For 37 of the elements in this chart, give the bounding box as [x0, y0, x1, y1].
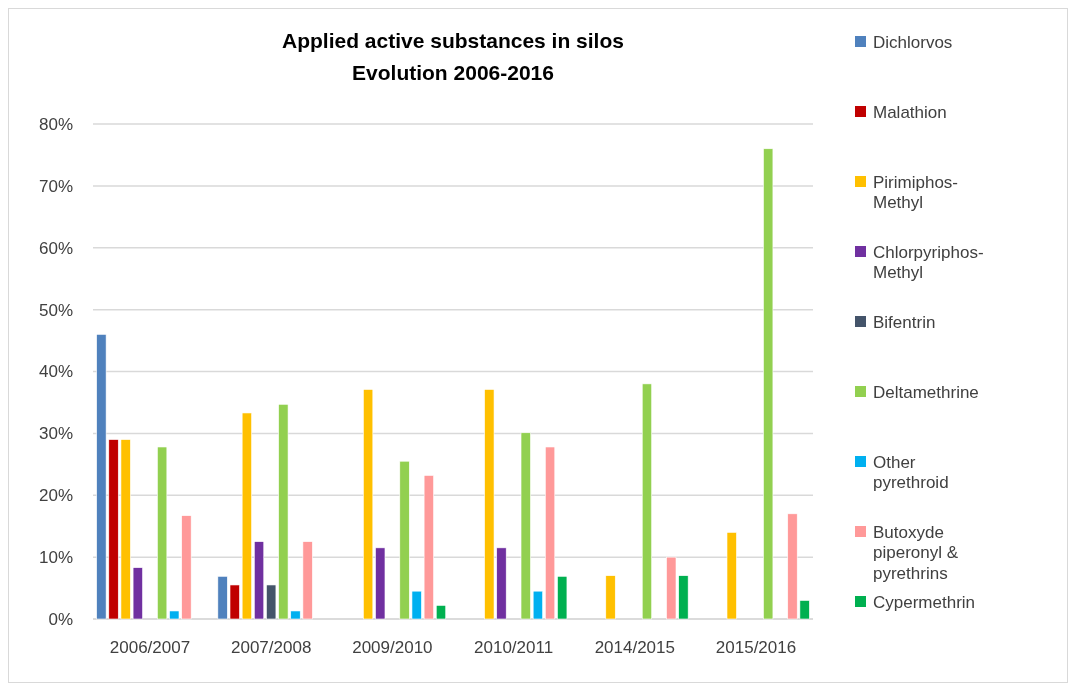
chart-title: Applied active substances in silos Evolution 2006-2016: [282, 29, 624, 84]
x-tick-label: 2007/2008: [230, 638, 312, 657]
y-tick-label: 60%: [38, 238, 73, 258]
x-tick-label: 2014/2015: [594, 638, 676, 657]
legend-label: Butoxyde piperonyl & pyrethrins: [873, 522, 959, 583]
bar: [375, 547, 386, 620]
y-tick-label: 20%: [38, 486, 73, 506]
legend-label: Malathion: [873, 102, 947, 122]
legend-label: Cypermethrin: [873, 592, 976, 612]
legend-label: Pirimiphos-Methyl: [873, 172, 959, 213]
bar: [763, 148, 774, 620]
y-tick-label: 50%: [38, 300, 73, 320]
y-tick-label: 70%: [38, 176, 73, 196]
legend-label: Dichlorvos: [873, 32, 953, 52]
x-tick-label: 2010/2011: [474, 638, 554, 657]
bar: [254, 541, 265, 620]
x-tick-label: 2006/2007: [109, 638, 191, 657]
bar: [520, 432, 531, 620]
y-tick-label: 30%: [38, 424, 73, 444]
legend-label: Bifentrin: [873, 312, 936, 332]
bar: [363, 389, 374, 620]
bar: [435, 605, 447, 620]
bar: [726, 532, 737, 620]
y-tick-label: 80%: [38, 114, 73, 134]
y-tick-label: 0%: [48, 609, 73, 629]
x-tick-label: 2015/2016: [715, 638, 797, 657]
y-tick-label: 40%: [38, 362, 73, 382]
legend-label: Deltamethrine: [873, 382, 979, 402]
legend-label: Chlorpyriphos-Methyl: [873, 242, 984, 283]
legend-label: Other pyrethroid: [873, 452, 949, 493]
y-tick-label: 10%: [38, 548, 73, 568]
bar: [605, 575, 616, 620]
bar: [532, 590, 543, 620]
x-tick-label: 2009/2010: [352, 638, 433, 657]
bar: [545, 446, 556, 620]
bar: [557, 576, 568, 620]
bar: [641, 383, 653, 620]
